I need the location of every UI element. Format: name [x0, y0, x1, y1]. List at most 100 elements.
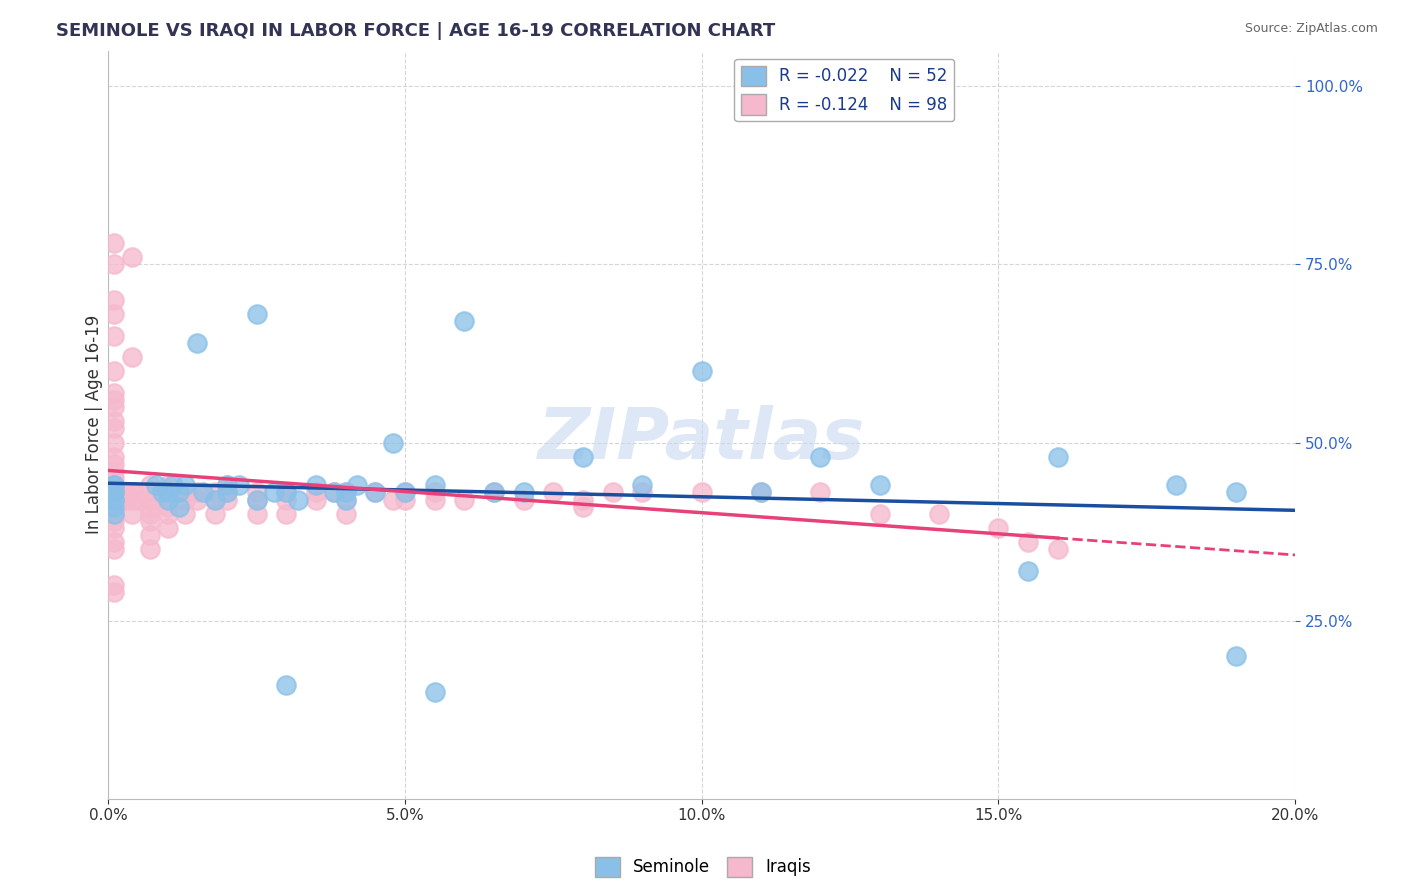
Point	[103, 385, 125, 400]
Point	[364, 485, 387, 500]
Point	[572, 492, 595, 507]
Point	[103, 400, 125, 414]
Point	[162, 478, 184, 492]
Point	[631, 485, 654, 500]
Point	[186, 485, 208, 500]
Point	[174, 507, 197, 521]
Point	[138, 492, 160, 507]
Point	[103, 257, 125, 271]
Point	[103, 307, 125, 321]
Point	[186, 492, 208, 507]
Point	[103, 585, 125, 599]
Point	[121, 485, 143, 500]
Point	[103, 492, 125, 507]
Point	[215, 478, 238, 492]
Point	[482, 485, 505, 500]
Point	[245, 492, 267, 507]
Point	[103, 521, 125, 535]
Point	[276, 507, 298, 521]
Point	[335, 485, 357, 500]
Point	[121, 350, 143, 364]
Point	[869, 478, 891, 492]
Point	[631, 478, 654, 492]
Point	[156, 485, 179, 500]
Point	[453, 314, 475, 328]
Legend: R = -0.022    N = 52, R = -0.124    N = 98: R = -0.022 N = 52, R = -0.124 N = 98	[734, 59, 955, 121]
Point	[169, 500, 191, 514]
Point	[103, 492, 125, 507]
Point	[382, 435, 405, 450]
Point	[869, 507, 891, 521]
Point	[228, 478, 250, 492]
Point	[121, 492, 143, 507]
Point	[121, 507, 143, 521]
Point	[138, 542, 160, 557]
Point	[1017, 535, 1039, 549]
Point	[186, 335, 208, 350]
Point	[103, 507, 125, 521]
Point	[103, 535, 125, 549]
Point	[512, 485, 534, 500]
Point	[156, 492, 179, 507]
Point	[145, 478, 167, 492]
Point	[103, 235, 125, 250]
Point	[127, 492, 149, 507]
Point	[1225, 649, 1247, 664]
Point	[276, 678, 298, 692]
Point	[103, 421, 125, 435]
Point	[103, 485, 125, 500]
Text: Source: ZipAtlas.com: Source: ZipAtlas.com	[1244, 22, 1378, 36]
Point	[103, 507, 125, 521]
Point	[346, 478, 368, 492]
Point	[423, 478, 446, 492]
Point	[174, 485, 197, 500]
Point	[749, 485, 772, 500]
Point	[103, 478, 125, 492]
Point	[215, 478, 238, 492]
Point	[169, 485, 191, 500]
Point	[103, 457, 125, 471]
Text: SEMINOLE VS IRAQI IN LABOR FORCE | AGE 16-19 CORRELATION CHART: SEMINOLE VS IRAQI IN LABOR FORCE | AGE 1…	[56, 22, 776, 40]
Point	[115, 492, 138, 507]
Point	[394, 485, 416, 500]
Point	[204, 507, 226, 521]
Point	[103, 328, 125, 343]
Point	[138, 507, 160, 521]
Point	[156, 500, 179, 514]
Point	[115, 485, 138, 500]
Point	[204, 492, 226, 507]
Point	[108, 485, 131, 500]
Point	[305, 492, 328, 507]
Point	[138, 478, 160, 492]
Point	[103, 464, 125, 478]
Point	[572, 450, 595, 464]
Point	[108, 492, 131, 507]
Point	[103, 293, 125, 307]
Point	[204, 485, 226, 500]
Point	[245, 485, 267, 500]
Point	[103, 578, 125, 592]
Point	[103, 471, 125, 485]
Point	[103, 500, 125, 514]
Point	[512, 492, 534, 507]
Point	[138, 485, 160, 500]
Point	[690, 485, 713, 500]
Point	[174, 478, 197, 492]
Legend: Seminole, Iraqis: Seminole, Iraqis	[588, 850, 818, 884]
Point	[245, 307, 267, 321]
Point	[423, 492, 446, 507]
Point	[322, 485, 344, 500]
Point	[215, 485, 238, 500]
Point	[245, 492, 267, 507]
Point	[1046, 542, 1069, 557]
Point	[1017, 564, 1039, 578]
Point	[103, 485, 125, 500]
Point	[335, 492, 357, 507]
Point	[103, 478, 125, 492]
Point	[453, 492, 475, 507]
Point	[103, 514, 125, 528]
Point	[276, 485, 298, 500]
Point	[423, 685, 446, 699]
Point	[121, 485, 143, 500]
Point	[305, 478, 328, 492]
